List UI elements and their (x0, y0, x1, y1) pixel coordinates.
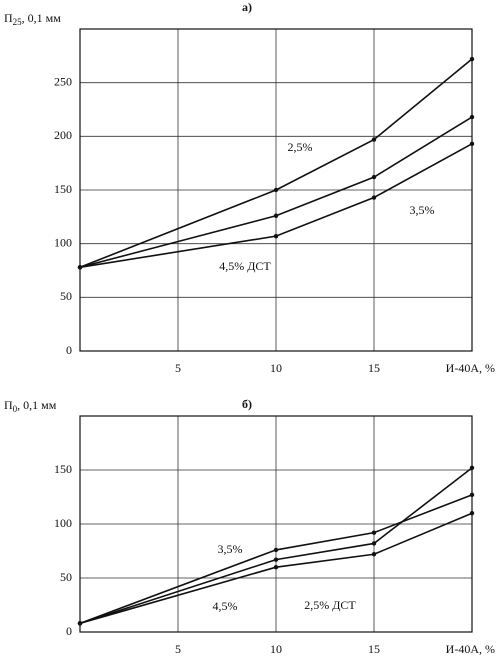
y-tick-label: 50 (60, 289, 72, 303)
data-point (273, 557, 279, 562)
y-axis-label: П0, 0,1 мм (4, 398, 57, 414)
data-point (371, 137, 377, 142)
y-tick-label: 150 (54, 462, 72, 476)
data-point (469, 56, 475, 62)
data-point (77, 265, 83, 270)
plot-frame (79, 415, 473, 633)
data-point (273, 565, 279, 570)
series-line (79, 58, 473, 269)
x-tick-label: 15 (368, 361, 380, 375)
data-point (469, 141, 475, 147)
y-tick-label: 100 (54, 516, 72, 530)
series-line (79, 143, 473, 269)
y-label-rest: , 0,1 мм (17, 398, 57, 412)
series-line (79, 116, 473, 269)
x-tick-label: 5 (175, 642, 181, 656)
data-point (469, 114, 475, 120)
data-point (371, 530, 377, 535)
data-point (469, 511, 475, 516)
y-tick-label: 0 (66, 343, 72, 357)
data-point (273, 233, 279, 239)
series-label: 4,5% ДСТ (219, 259, 271, 273)
x-axis-label: И-40А, % (446, 361, 495, 375)
data-point (77, 621, 83, 626)
data-point (273, 213, 279, 218)
data-point (469, 465, 475, 471)
plot-frame (79, 28, 473, 352)
y-label-main: П (4, 11, 13, 25)
series-line (79, 494, 473, 625)
y-tick-label: 150 (54, 182, 72, 196)
x-tick-label: 10 (270, 642, 282, 656)
y-label-sub: 25 (13, 17, 23, 27)
y-tick-label: 250 (54, 74, 72, 88)
data-point (273, 187, 279, 193)
y-tick-label: 100 (54, 235, 72, 249)
x-tick-label: 10 (270, 361, 282, 375)
series-label: 3,5% (218, 542, 243, 556)
series-label: 4,5% (213, 599, 238, 613)
chart-title: а) (242, 0, 252, 14)
data-point (469, 492, 475, 498)
x-tick-label: 5 (175, 361, 181, 375)
y-tick-label: 200 (54, 128, 72, 142)
y-axis-label: П25, 0,1 мм (4, 11, 61, 27)
series-line (79, 467, 473, 625)
data-point (371, 174, 377, 180)
x-axis-label: И-40А, % (446, 642, 495, 656)
x-tick-label: 15 (368, 642, 380, 656)
data-point (371, 552, 377, 557)
y-label-main: П (4, 398, 13, 412)
data-point (371, 541, 377, 546)
y-tick-label: 50 (60, 570, 72, 584)
y-tick-label: 0 (66, 624, 72, 638)
series-line (79, 512, 473, 625)
y-label-sub: 0 (13, 404, 18, 414)
series-label: 2,5% (288, 140, 313, 154)
chart-title: б) (242, 397, 252, 411)
data-point (371, 195, 377, 200)
data-point (273, 547, 279, 553)
series-label: 2,5% ДСТ (304, 598, 356, 612)
y-label-rest: , 0,1 мм (22, 11, 62, 25)
series-label: 3,5% (410, 203, 435, 217)
